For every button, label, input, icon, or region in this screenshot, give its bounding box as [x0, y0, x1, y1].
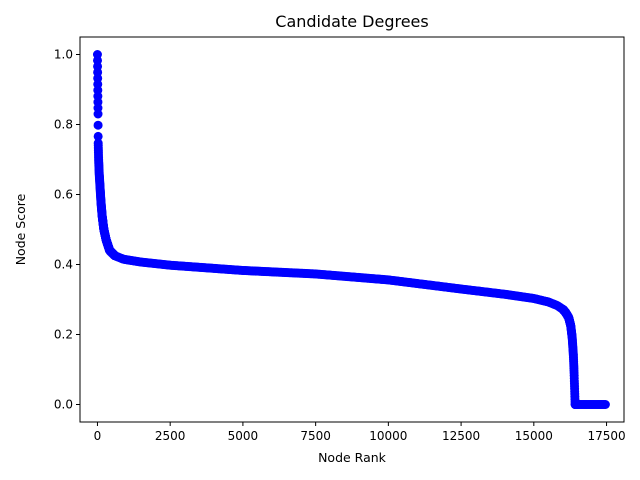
x-tick-label: 12500 [442, 429, 480, 443]
x-tick-label: 0 [94, 429, 102, 443]
y-tick-label: 0.0 [54, 398, 73, 412]
y-tick-label: 0.2 [54, 328, 73, 342]
data-point [600, 400, 610, 409]
y-tick-label: 1.0 [54, 48, 73, 62]
x-tick-label: 15000 [515, 429, 553, 443]
y-tick-label: 0.8 [54, 118, 73, 132]
y-tick-label: 0.6 [54, 188, 73, 202]
x-axis-ticks: 0 2500 5000 7500 10000 12500 15000 17500 [94, 422, 626, 443]
x-tick-label: 7500 [300, 429, 331, 443]
chart-title: Candidate Degrees [275, 12, 428, 31]
x-tick-label: 17500 [587, 429, 625, 443]
plot-area-frame [79, 36, 625, 423]
scatter-points [92, 50, 610, 409]
y-axis-label: Node Score [13, 193, 28, 265]
y-axis-ticks: 0.0 0.2 0.4 0.6 0.8 1.0 [54, 48, 80, 412]
data-point [93, 109, 103, 119]
x-axis-label: Node Rank [318, 450, 387, 465]
data-point [93, 131, 103, 141]
x-tick-label: 5000 [228, 429, 259, 443]
data-point [93, 120, 103, 130]
x-tick-label: 2500 [155, 429, 186, 443]
y-tick-label: 0.4 [54, 258, 73, 272]
x-tick-label: 10000 [369, 429, 407, 443]
